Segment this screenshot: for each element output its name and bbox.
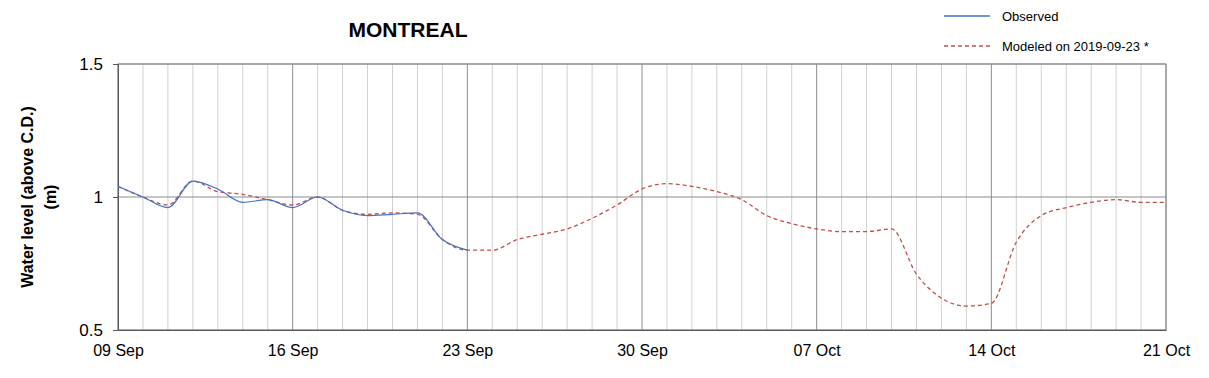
grid-line-y xyxy=(118,197,1166,198)
title: MONTREAL xyxy=(349,18,468,41)
x-tick: 07 Oct xyxy=(794,330,842,359)
y-tick-mark xyxy=(113,330,118,331)
legend-label: Modeled on 2019-09-23 * xyxy=(1002,39,1149,54)
y-axis-title: (m) xyxy=(42,185,59,210)
legend-item: Observed xyxy=(944,9,1058,24)
x-tick: 30 Sep xyxy=(617,330,668,359)
x-tick-label: 30 Sep xyxy=(617,342,668,359)
y-axis-title: Water level (above C.D.) xyxy=(19,106,36,288)
plot-frame xyxy=(118,64,1166,330)
chart: 0.5 1 1.5 09 Sep 16 Sep 23 Sep 30 Sep 07 Oct 14 … xyxy=(0,0,1209,378)
grid xyxy=(118,64,1166,330)
y-tick-label: 0.5 xyxy=(79,321,103,340)
legend: Observed Modeled on 2019-09-23 * xyxy=(944,9,1149,54)
y-tick-mark xyxy=(113,64,118,65)
series-line xyxy=(118,181,467,250)
legend-swatch xyxy=(944,15,990,16)
x-tick: 09 Sep xyxy=(93,330,144,359)
legend-item: Modeled on 2019-09-23 * xyxy=(944,39,1149,54)
series-line xyxy=(118,181,1166,306)
series-group xyxy=(118,181,1166,306)
x-axis-line xyxy=(119,330,1167,331)
x-tick-label: 09 Sep xyxy=(93,342,144,359)
y-tick: 1 xyxy=(94,188,118,207)
x-tick-label: 23 Sep xyxy=(442,342,493,359)
y-tick: 0.5 xyxy=(79,321,118,340)
y-axis: 0.5 1 1.5 xyxy=(79,55,118,340)
legend-swatch xyxy=(944,45,990,46)
x-tick-label: 14 Oct xyxy=(968,342,1016,359)
x-tick-label: 16 Sep xyxy=(268,342,319,359)
x-tick: 23 Sep xyxy=(442,330,493,359)
y-tick-label: 1.5 xyxy=(79,55,103,74)
x-tick: 14 Oct xyxy=(968,330,1016,359)
y-label-group: Water level (above C.D.) (m) xyxy=(19,106,59,288)
y-tick-mark xyxy=(113,197,118,198)
y-axis-line xyxy=(113,65,119,331)
x-tick: 21 Oct xyxy=(1143,330,1191,359)
y-tick-label: 1 xyxy=(94,188,103,207)
x-tick-label: 07 Oct xyxy=(794,342,842,359)
legend-label: Observed xyxy=(1002,9,1058,24)
x-axis: 09 Sep 16 Sep 23 Sep 30 Sep 07 Oct 14 Oct 21 O… xyxy=(93,330,1190,359)
x-tick-label: 21 Oct xyxy=(1143,342,1191,359)
y-tick: 1.5 xyxy=(79,55,118,74)
x-tick: 16 Sep xyxy=(268,330,319,359)
